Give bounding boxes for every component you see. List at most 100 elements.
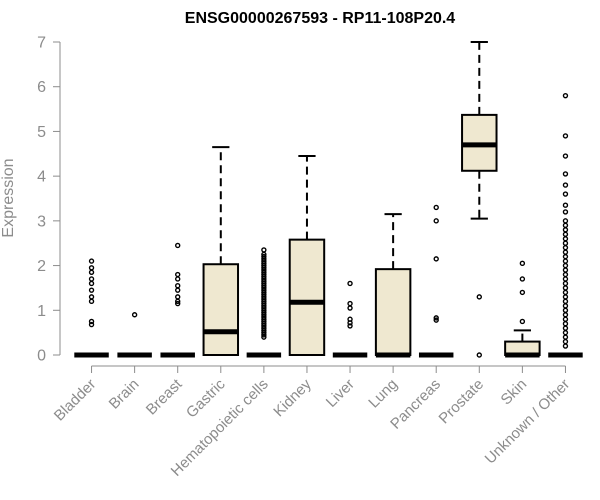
outlier-point <box>175 242 181 249</box>
outlier-point <box>433 218 439 224</box>
box-kidney <box>288 155 326 356</box>
y-tick-label: 2 <box>37 258 46 275</box>
box-iqr <box>288 238 326 356</box>
outlier-point <box>562 236 569 242</box>
box-liver <box>332 280 368 358</box>
x-tick-label: Lung <box>365 376 401 412</box>
y-tick-label: 7 <box>37 35 46 52</box>
x-tick-label: Breast <box>143 375 186 418</box>
outlier-point <box>88 276 95 282</box>
outlier-point <box>562 285 569 291</box>
outlier-point <box>476 294 482 300</box>
x-tick-label: Liver <box>323 376 358 411</box>
outlier-point <box>562 209 569 215</box>
outlier-point <box>433 204 439 211</box>
outlier-point <box>175 287 181 293</box>
outlier-point <box>347 316 353 322</box>
outlier-point <box>88 294 95 300</box>
outlier-point <box>562 92 569 99</box>
outlier-point <box>562 271 569 278</box>
box-bladder <box>74 258 109 358</box>
outlier-point <box>562 231 569 237</box>
y-axis: 0 1 2 3 4 5 6 7 <box>37 35 61 365</box>
outlier-point <box>562 289 569 296</box>
outlier-point <box>175 276 181 282</box>
outlier-point <box>433 317 439 323</box>
outlier-point <box>562 253 569 260</box>
y-tick-label: 6 <box>37 79 46 96</box>
outlier-point <box>88 280 95 287</box>
chart-title: ENSG00000267593 - RP11-108P20.4 <box>185 10 456 27</box>
box-hematopoietic-cells <box>246 247 282 358</box>
outlier-point <box>562 298 569 305</box>
outlier-point <box>562 244 569 251</box>
x-tick-label: Brain <box>106 376 143 413</box>
box-iqr <box>202 263 240 357</box>
outlier-point <box>88 298 95 305</box>
outlier-point <box>347 300 353 307</box>
box-lung <box>374 213 412 358</box>
outlier-point <box>562 262 569 269</box>
y-tick-label: 5 <box>37 124 46 141</box>
outlier-point <box>562 240 569 246</box>
y-tick-label: 1 <box>37 303 46 320</box>
outlier-point <box>88 269 95 275</box>
box-iqr <box>374 268 412 356</box>
outlier-point <box>175 294 181 300</box>
outlier-point <box>562 267 569 273</box>
outlier-point <box>562 334 569 340</box>
boxes-group <box>74 41 583 358</box>
outlier-point <box>175 271 181 278</box>
outlier-point <box>131 312 138 318</box>
outlier-point <box>88 258 95 264</box>
outlier-point <box>261 247 267 253</box>
outlier-point <box>261 253 267 260</box>
outlier-point <box>562 258 569 264</box>
outlier-point <box>175 300 181 307</box>
outlier-point <box>562 303 569 309</box>
x-tick-label: Bladder <box>51 376 100 425</box>
outlier-point <box>88 287 95 293</box>
outlier-point <box>562 218 569 224</box>
outlier-point <box>562 329 569 336</box>
outlier-point <box>88 321 95 328</box>
outlier-point <box>562 153 569 159</box>
outlier-point <box>562 171 569 177</box>
outlier-point <box>562 321 569 327</box>
outlier-point <box>562 325 569 331</box>
x-tick-label: Kidney <box>270 375 315 420</box>
outlier-point <box>519 260 526 267</box>
outlier-point <box>562 338 569 345</box>
box-breast <box>160 242 195 358</box>
y-tick-label: 0 <box>37 348 46 365</box>
outlier-point <box>562 227 569 233</box>
outlier-point <box>562 133 569 139</box>
outlier-point <box>347 280 353 287</box>
outlier-point <box>519 289 526 296</box>
outlier-point <box>88 265 95 271</box>
outlier-point <box>562 249 569 255</box>
outlier-point <box>562 276 569 282</box>
box-brain <box>117 312 152 358</box>
box-skin <box>504 260 541 358</box>
outlier-point <box>347 323 353 329</box>
box-pancreas <box>418 204 454 358</box>
outlier-point <box>175 282 181 289</box>
box-gastric <box>202 146 240 357</box>
outlier-point <box>433 256 439 262</box>
outlier-point <box>562 191 569 197</box>
outlier-point <box>476 352 482 358</box>
outlier-point <box>562 222 569 229</box>
y-tick-label: 4 <box>37 169 46 186</box>
outlier-point <box>562 280 569 287</box>
outlier-point <box>562 343 569 349</box>
outlier-point <box>562 182 569 188</box>
outlier-point <box>88 318 95 325</box>
outlier-point <box>562 294 569 300</box>
y-tick-label: 3 <box>37 213 46 230</box>
box-prostate <box>461 41 498 358</box>
box-unknown-other <box>548 92 583 358</box>
